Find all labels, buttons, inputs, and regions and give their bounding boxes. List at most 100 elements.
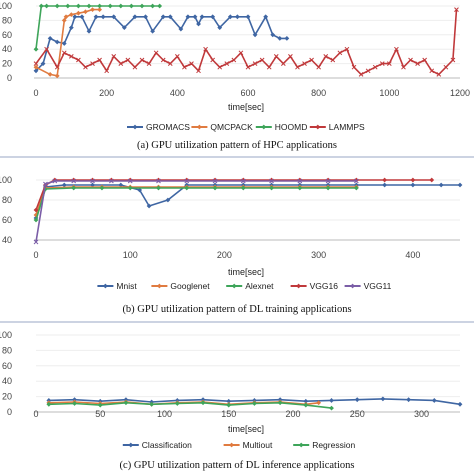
data-point — [450, 57, 456, 63]
legend-item: Alexnet — [226, 281, 274, 291]
data-point — [297, 185, 303, 191]
data-point — [200, 400, 206, 406]
x-axis-label: time[sec] — [228, 267, 264, 277]
data-point — [240, 185, 246, 191]
data-point — [40, 61, 46, 66]
data-point — [97, 57, 102, 63]
y-tick-label: 100 — [0, 1, 12, 11]
x-tick-label: 300 — [311, 250, 326, 260]
data-point — [157, 3, 163, 9]
data-point — [184, 185, 190, 191]
data-point — [160, 14, 166, 20]
data-point — [192, 14, 198, 20]
chart-dl-inference: time[sec] (c) GPU utilization pattern of… — [0, 330, 463, 471]
legend: Classification Multiout Regression — [122, 440, 355, 450]
data-point — [118, 61, 124, 66]
data-point — [61, 18, 67, 23]
legend-marker — [296, 283, 301, 289]
x-tick-label: 800 — [311, 88, 326, 98]
data-point — [65, 3, 71, 9]
legend: GROMACS QMCPACK HOOMD LAMMPS — [127, 122, 365, 132]
data-point — [33, 217, 39, 223]
data-point — [358, 72, 364, 77]
data-point — [47, 72, 53, 77]
legend-marker — [350, 283, 355, 289]
data-point — [252, 401, 257, 406]
data-point — [71, 185, 77, 191]
data-point — [123, 400, 129, 406]
x-tick-label: 0 — [33, 409, 38, 419]
legend-marker — [261, 124, 267, 130]
data-point — [38, 3, 44, 9]
data-point — [127, 178, 133, 184]
series-line — [35, 186, 357, 216]
x-tick-label: 0 — [33, 250, 38, 260]
series-line — [35, 5, 160, 50]
data-point — [196, 68, 201, 74]
data-point — [235, 14, 240, 20]
data-point — [189, 61, 194, 66]
data-point — [139, 57, 145, 63]
x-tick-label: 400 — [405, 250, 420, 260]
data-point — [269, 185, 274, 191]
data-point — [380, 396, 386, 402]
data-point — [280, 61, 286, 66]
x-tick-label: 200 — [217, 250, 232, 260]
data-point — [97, 7, 102, 12]
data-point — [266, 64, 272, 70]
data-point — [143, 14, 148, 20]
y-tick-label: 80 — [2, 15, 12, 25]
data-point — [231, 57, 237, 63]
y-tick-label: 40 — [2, 235, 12, 245]
chart-caption: (b) GPU utilization pattern of DL traini… — [122, 304, 351, 315]
data-point — [146, 203, 152, 209]
data-point — [273, 54, 279, 59]
x-tick-label: 300 — [414, 409, 429, 419]
y-tick-label: 60 — [2, 361, 12, 371]
data-point — [33, 64, 39, 70]
data-point — [90, 61, 95, 66]
data-point — [203, 46, 208, 52]
data-point — [93, 14, 99, 20]
y-tick-label: 80 — [2, 195, 12, 205]
series-line — [35, 180, 357, 243]
data-point — [443, 64, 449, 70]
data-point — [365, 68, 371, 74]
legend-item: VGG16 — [290, 281, 339, 291]
legend-label: Classification — [142, 440, 192, 450]
data-point — [259, 57, 265, 63]
data-point — [160, 57, 166, 63]
y-tick-label: 20 — [2, 392, 12, 402]
data-point — [238, 50, 244, 56]
data-point — [277, 36, 283, 41]
data-point — [454, 7, 459, 12]
data-point — [118, 3, 124, 9]
data-point — [394, 46, 399, 52]
data-point — [438, 182, 444, 188]
data-point — [227, 14, 233, 20]
data-point — [33, 207, 39, 213]
data-point — [431, 398, 437, 403]
legend-item: HOOMD — [255, 122, 307, 132]
data-point — [76, 3, 81, 9]
data-point — [111, 14, 117, 20]
legend-label: QMCPACK — [210, 122, 253, 132]
data-point — [121, 25, 127, 30]
legend-label: VGG16 — [310, 281, 339, 291]
data-point — [457, 401, 463, 407]
data-point — [97, 3, 102, 9]
data-point — [86, 28, 92, 34]
data-point — [408, 57, 413, 63]
data-point — [323, 54, 329, 59]
data-point — [52, 178, 58, 184]
data-point — [429, 177, 435, 183]
data-point — [295, 64, 300, 70]
data-point — [382, 177, 388, 183]
legend-item: GROMACS — [127, 122, 190, 132]
data-point — [90, 7, 95, 12]
series-line — [35, 187, 357, 221]
data-point — [210, 14, 216, 20]
data-point — [104, 68, 110, 74]
data-point — [156, 178, 161, 184]
x-tick-label: 50 — [95, 409, 105, 419]
